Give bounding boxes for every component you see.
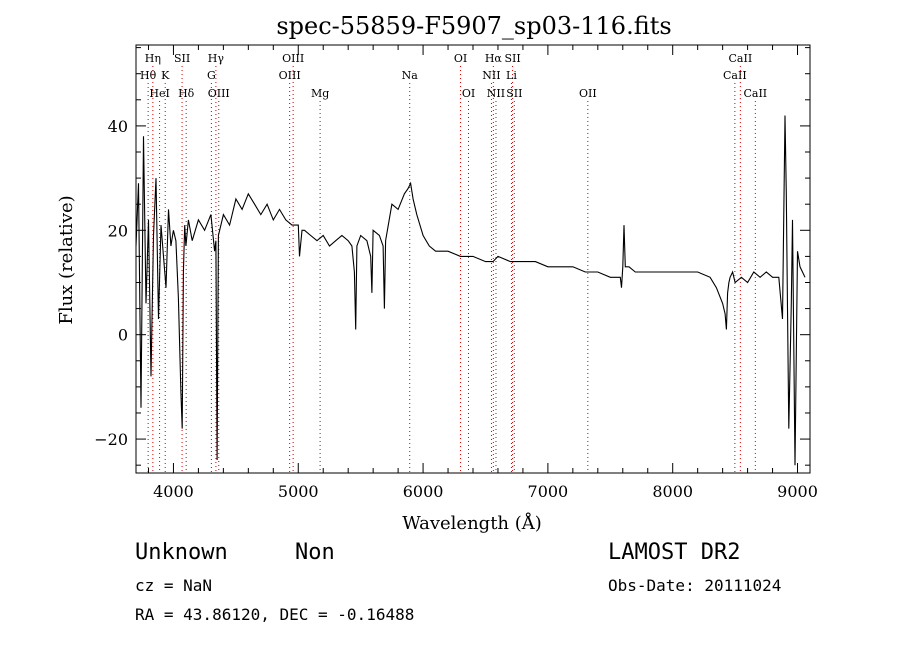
line-id-label: CaII: [723, 69, 747, 82]
plot-area: [135, 115, 806, 466]
line-id-label: Hη: [145, 52, 161, 65]
line-marker-layer: [147, 66, 756, 473]
line-id-label: SII: [504, 52, 520, 65]
line-id-label: Hδ: [178, 87, 195, 100]
x-tick-label: 4000: [153, 482, 194, 501]
line-id-label: Hγ: [208, 52, 225, 65]
x-tick-label: 7000: [528, 482, 569, 501]
line-id-label: CaII: [729, 52, 753, 65]
y-tick-label: 40: [108, 117, 128, 136]
y-tick-label: 20: [108, 221, 128, 240]
y-axis-label: Flux (relative): [56, 195, 77, 324]
line-id-label: G: [207, 69, 216, 82]
line-id-label: NII: [487, 87, 505, 100]
spectrum-line: [135, 115, 806, 466]
line-id-label: SII: [506, 87, 522, 100]
x-tick-label: 8000: [652, 482, 693, 501]
line-id-label: Hα: [485, 52, 503, 65]
coords-text: RA = 43.86120, DEC = -0.16488: [135, 605, 415, 624]
line-id-label: Li: [506, 69, 517, 82]
x-tick-label: 9000: [777, 482, 818, 501]
line-id-label: Hθ: [140, 69, 157, 82]
plot-frame: [135, 44, 811, 474]
line-id-label: Na: [402, 69, 419, 82]
axes: 4000 5000 6000 7000 8000 9000 −20 0 20 40: [94, 45, 818, 501]
x-tick-label: 5000: [278, 482, 319, 501]
line-id-label: NII: [482, 69, 500, 82]
subclass-label: Non: [295, 540, 335, 565]
line-id-label: OI: [454, 52, 467, 65]
line-id-label: OII: [579, 87, 597, 100]
line-id-label: OI: [462, 87, 475, 100]
x-axis-label: Wavelength (Å): [402, 512, 542, 534]
line-id-label: K: [161, 69, 170, 82]
line-id-label: HeI: [149, 87, 169, 100]
cz-text: cz = NaN: [135, 576, 213, 595]
survey-label: LAMOST DR2: [608, 540, 741, 565]
line-id-label: OIII: [282, 52, 304, 65]
line-id-label: CaII: [743, 87, 767, 100]
line-id-label: OIII: [208, 87, 230, 100]
y-tick-label: 0: [118, 326, 128, 345]
chart-title: spec-55859-F5907_sp03-116.fits: [276, 12, 671, 40]
line-id-label: Mg: [311, 87, 329, 100]
class-label: Unknown: [135, 540, 228, 565]
obs-date-text: Obs-Date: 20111024: [608, 576, 782, 595]
y-tick-label: −20: [94, 430, 128, 449]
x-tick-label: 6000: [403, 482, 444, 501]
line-id-label: SII: [174, 52, 190, 65]
line-id-label: OIII: [279, 69, 301, 82]
